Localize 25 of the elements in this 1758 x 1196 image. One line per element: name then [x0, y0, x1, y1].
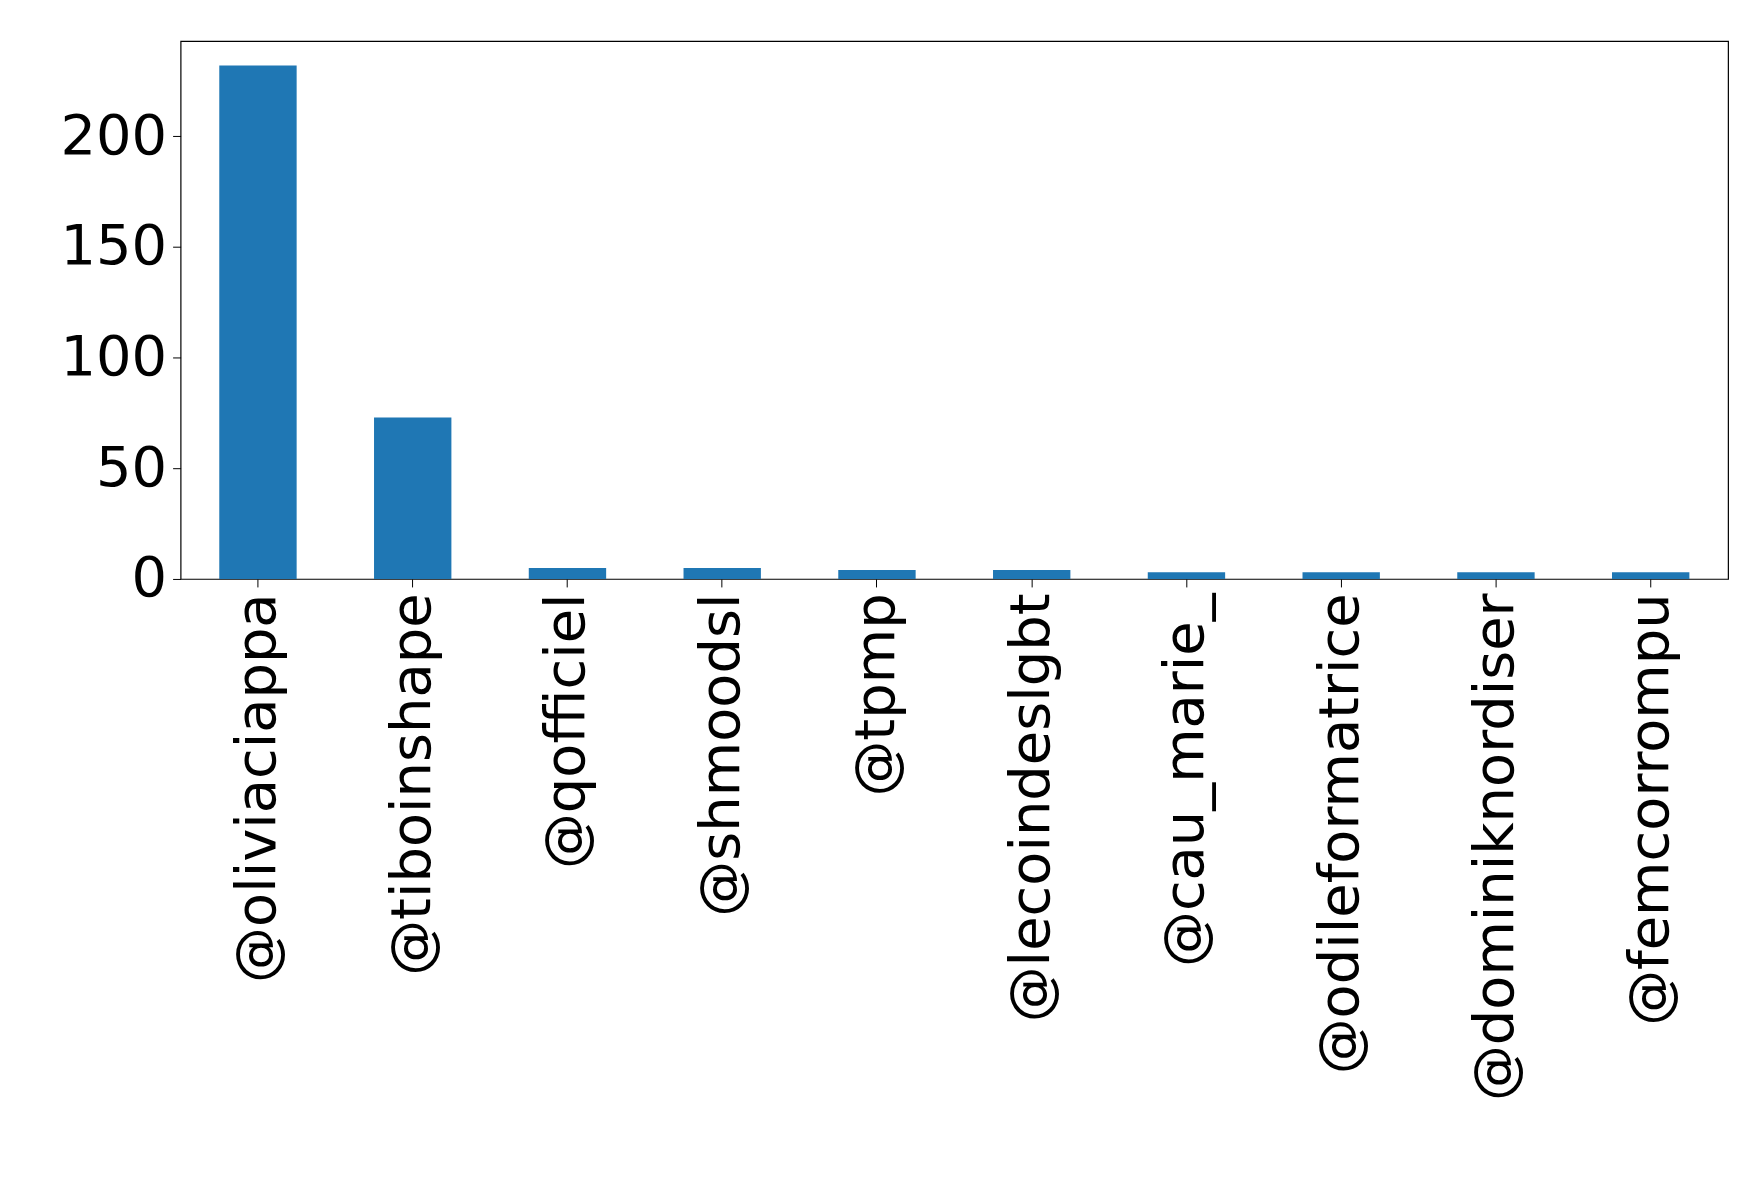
x-tick-label: @dominiknordiser: [1460, 593, 1526, 1102]
x-tick-label: @tiboinshape: [377, 593, 443, 976]
y-tick-label: 50: [96, 433, 168, 499]
x-tick-label: @shmoodsl: [687, 593, 753, 917]
bar: [1612, 572, 1690, 579]
bar: [683, 567, 761, 579]
y-tick-label: 100: [60, 323, 168, 389]
bar: [993, 570, 1071, 579]
bar: [374, 417, 452, 579]
y-tick-label: 150: [60, 212, 168, 278]
bar: [838, 570, 916, 579]
x-tick-label: @tpmp: [841, 593, 907, 797]
y-tick-label: 0: [131, 544, 168, 610]
bar: [528, 567, 607, 579]
y-tick-label: 200: [60, 101, 168, 167]
x-tick-label: @oliviaciappa: [222, 593, 288, 983]
x-tick-label: @lecoindeslgbt: [996, 593, 1062, 1023]
x-tick-label: @qofficiel: [532, 593, 598, 870]
bar: [1457, 572, 1535, 579]
bar: [1302, 572, 1380, 579]
bar: [219, 65, 297, 579]
x-tick-label: @cau_marie_: [1151, 592, 1217, 967]
x-tick-label: @femcorrompu: [1615, 593, 1681, 1026]
bar: [1147, 572, 1226, 579]
x-tick-label: @odileformatrice: [1306, 593, 1372, 1075]
